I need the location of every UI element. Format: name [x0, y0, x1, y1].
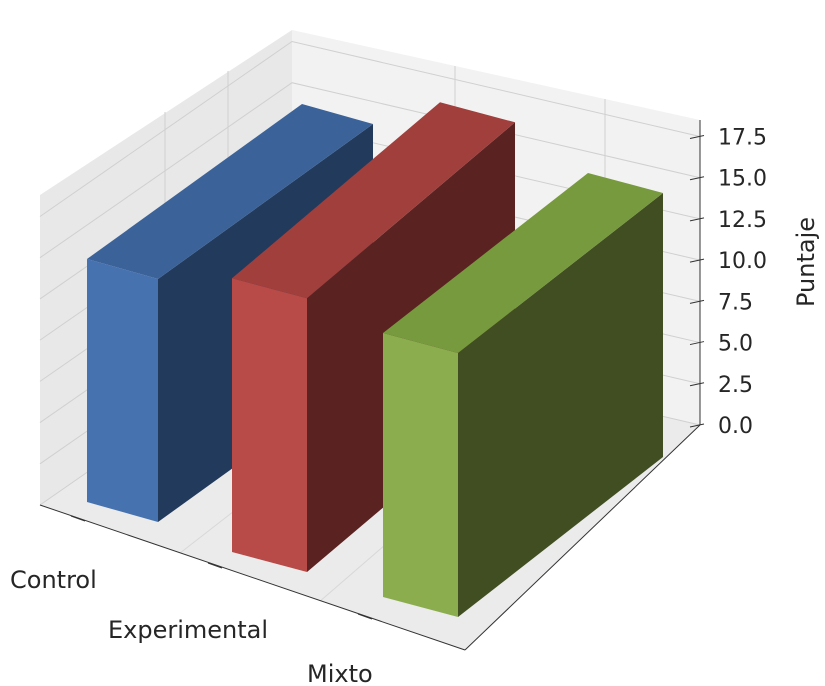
floor-right-edge: [464, 424, 701, 651]
x-tick-label-control: Control: [10, 566, 97, 594]
z-tick: [689, 176, 705, 181]
bar-mixto-side: [458, 193, 663, 617]
x-axis-ticks: [70, 515, 373, 620]
labels: Puntaje Control Experimental Mixto: [10, 217, 820, 686]
bars: [87, 102, 663, 617]
z-tick-label: 17.5: [718, 125, 767, 150]
z-tick: [689, 134, 705, 139]
axis-lines: [39, 120, 701, 651]
gridline: [39, 82, 701, 259]
x-tick: [70, 515, 86, 522]
z-tick-label: 10.0: [718, 249, 767, 274]
bar-experimental-top: [232, 102, 515, 299]
z-tick-label: 7.5: [718, 290, 753, 315]
z-tick-label: 12.5: [718, 208, 767, 233]
bar-experimental-front: [232, 278, 307, 572]
bar-mixto-top: [383, 173, 663, 353]
bar-mixto: [383, 173, 663, 617]
z-tick-label: 15.0: [718, 167, 767, 192]
x-tick-label-experimental: Experimental: [108, 616, 268, 644]
bar-control-top: [87, 104, 373, 279]
x-tick: [357, 613, 373, 620]
x-tick-label-mixto: Mixto: [307, 660, 373, 686]
z-tick: [689, 258, 705, 263]
z-tick: [689, 423, 705, 428]
bar-mixto-front: [383, 333, 458, 617]
y-axis-label: Puntaje: [792, 217, 820, 307]
z-tick: [689, 382, 705, 387]
z-tick-label: 2.5: [718, 373, 753, 398]
z-tick: [689, 217, 705, 222]
x-axis-line: [39, 504, 466, 651]
gridline: [39, 40, 701, 217]
z-tick-label: 0.0: [718, 414, 753, 439]
z-axis-ticks: 0.0 2.5 5.0 7.5 10.0 12.5 15.0 17.5: [689, 125, 767, 439]
bar-control-front: [87, 259, 158, 522]
z-tick: [689, 341, 705, 346]
z-tick: [689, 299, 705, 304]
x-tick: [207, 562, 223, 569]
z-tick-label: 5.0: [718, 332, 753, 357]
